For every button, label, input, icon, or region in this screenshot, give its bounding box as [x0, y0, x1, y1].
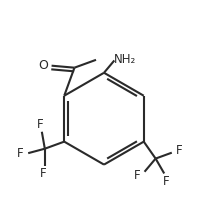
Text: F: F — [176, 144, 183, 157]
Text: F: F — [37, 118, 44, 131]
Text: F: F — [163, 175, 170, 187]
Text: F: F — [134, 169, 140, 182]
Text: O: O — [39, 59, 48, 72]
Text: F: F — [17, 147, 24, 160]
Text: F: F — [40, 167, 47, 180]
Text: NH₂: NH₂ — [114, 53, 136, 66]
